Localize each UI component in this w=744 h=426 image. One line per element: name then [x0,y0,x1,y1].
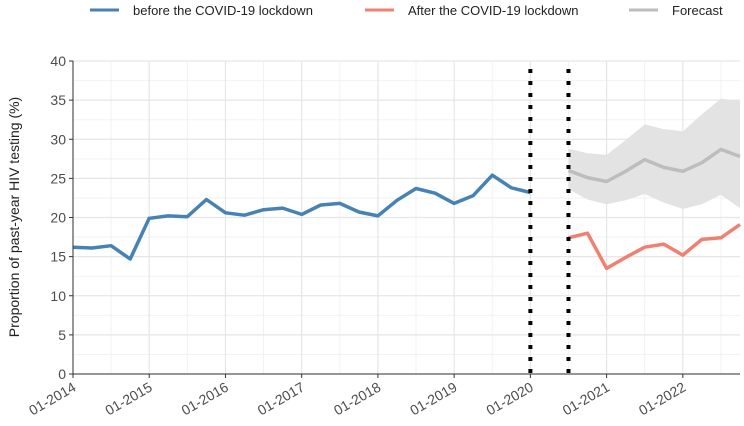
legend: before the COVID-19 lockdown After the C… [90,3,723,18]
y-axis: 0 5 10 15 20 25 30 35 40 [50,53,74,382]
legend-item-before: before the COVID-19 lockdown [90,3,313,18]
legend-label-after: After the COVID-19 lockdown [408,3,579,18]
forecast-band-group [568,98,740,209]
y-tick-label: 15 [50,249,66,265]
series-line-after-lockdown [568,223,742,271]
y-tick-label: 30 [50,131,66,147]
y-tick-label: 25 [50,170,66,186]
legend-label-forecast: Forecast [672,3,723,18]
series-line-forecast [567,147,741,184]
legend-label-before: before the COVID-19 lockdown [133,3,313,18]
series-lines-group [72,147,742,271]
forecast-interval-band [568,98,740,209]
series-line-before-lockdown [72,173,531,261]
y-tick-label: 20 [50,210,66,226]
y-axis-title: Proportion of past-year HIV testing (%) [6,97,22,337]
legend-item-forecast: Forecast [629,3,723,18]
y-tick-label: 5 [58,327,66,343]
y-tick-label: 40 [50,53,66,69]
legend-item-after: After the COVID-19 lockdown [365,3,579,18]
y-tick-label: 10 [50,288,66,304]
y-tick-label: 35 [50,92,66,108]
lockdown-lines-group [528,69,571,374]
y-tick-label: 0 [58,366,66,382]
